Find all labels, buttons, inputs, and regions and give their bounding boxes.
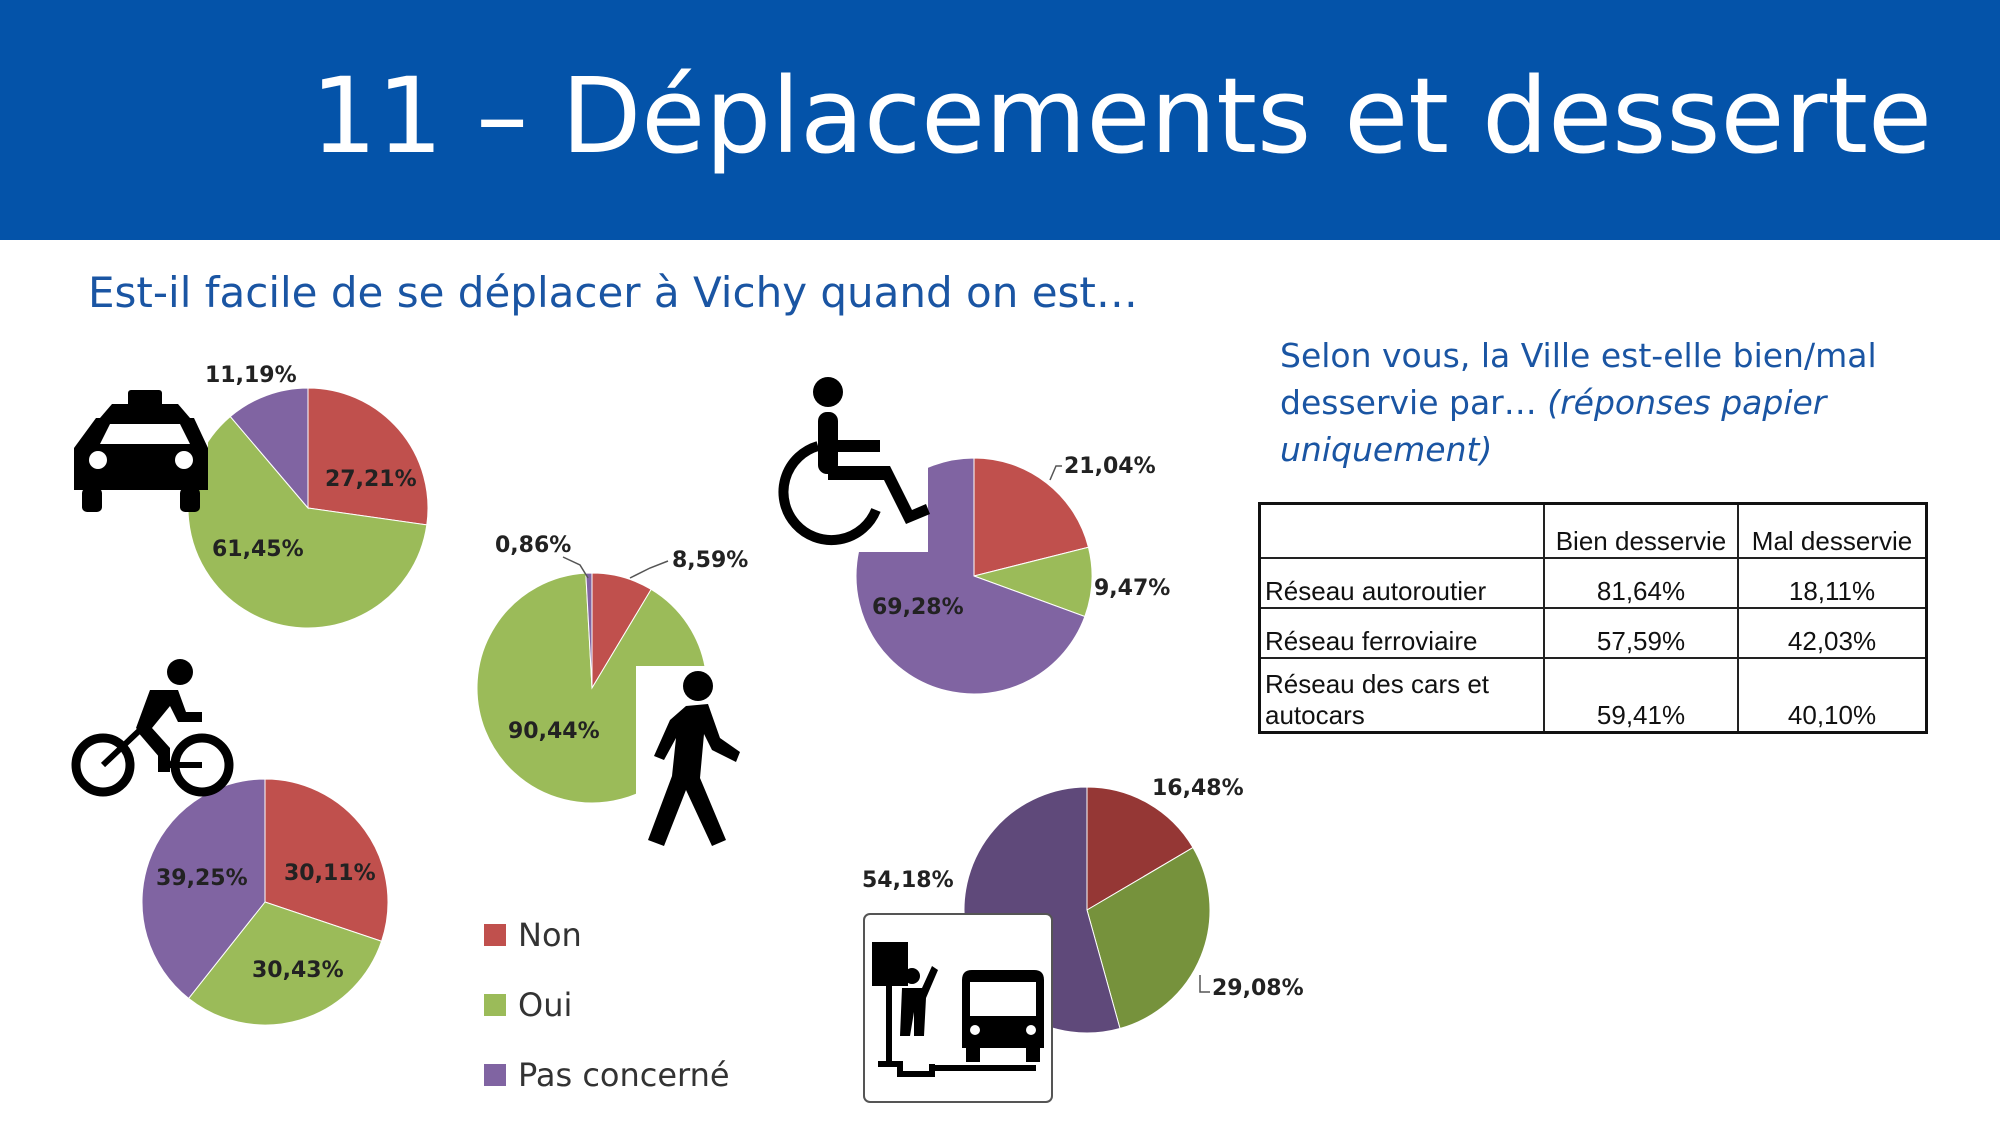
page-title: 11 – Déplacements et desserte	[310, 55, 1932, 177]
bicycle-icon	[71, 659, 234, 797]
row-label: Réseau autoroutier	[1258, 557, 1545, 609]
label-wheel-oui: 9,47%	[1094, 576, 1170, 601]
row-bien: 57,59%	[1543, 607, 1739, 659]
question-italic: (réponses papier uniquement)	[1280, 383, 1827, 469]
label-walk-oui: 90,44%	[508, 719, 600, 744]
row-mal: 42,03%	[1737, 607, 1928, 659]
pie-bicycle: 30,11% 30,43% 39,25%	[141, 778, 389, 1026]
legend: Non Oui Pas concerné	[484, 900, 730, 1110]
pie-slice-pas-concerne	[141, 778, 266, 1000]
legend-item-pas-concerne: Pas concerné	[484, 1040, 730, 1110]
row-label: Réseau des cars et autocars	[1258, 657, 1545, 733]
legend-label-oui: Oui	[518, 986, 573, 1024]
pie-slice-non	[264, 778, 389, 942]
label-bus-oui: 29,08%	[1212, 976, 1304, 1001]
label-wheel-non: 21,04%	[1064, 454, 1156, 479]
header-banner: 11 – Déplacements et desserte	[0, 0, 2000, 240]
question-main: Selon vous, la Ville est-elle bien/mal d…	[1280, 336, 1877, 422]
row-mal: 18,11%	[1737, 557, 1928, 609]
label-bike-pas: 39,25%	[156, 866, 248, 891]
pie-taxi: 27,21% 61,45% 11,19%	[187, 363, 429, 629]
pie-slice-non	[973, 457, 1090, 577]
wheelchair-icon	[776, 372, 930, 552]
pie-slice-oui	[1086, 846, 1211, 1030]
table-question: Selon vous, la Ville est-elle bien/mal d…	[1280, 332, 1920, 473]
pie-slice-non	[1086, 786, 1194, 911]
pie-slice-pas-concerne	[229, 387, 309, 510]
legend-label-pas-concerne: Pas concerné	[518, 1056, 730, 1094]
label-wheel-pas: 69,28%	[872, 595, 964, 620]
table-header-mal: Mal desservie	[1737, 502, 1928, 559]
label-walk-non: 8,59%	[672, 548, 748, 573]
table-header-empty	[1258, 502, 1545, 559]
legend-item-oui: Oui	[484, 970, 730, 1040]
bus-stop-icon	[863, 913, 1053, 1103]
table-row: Réseau ferroviaire 57,59% 42,03%	[1258, 607, 1928, 659]
legend-swatch-non	[484, 924, 506, 946]
row-label: Réseau ferroviaire	[1258, 607, 1545, 659]
desserte-table: Bien desservie Mal desservie Réseau auto…	[1258, 502, 1928, 734]
subtitle: Est-il facile de se déplacer à Vichy qua…	[88, 268, 1138, 317]
row-mal: 40,10%	[1737, 657, 1928, 733]
legend-swatch-oui	[484, 994, 506, 1016]
table-header-row: Bien desservie Mal desservie	[1258, 502, 1928, 559]
pie-slice-non	[307, 387, 429, 526]
label-taxi-oui: 61,45%	[212, 537, 304, 562]
table-row: Réseau autoroutier 81,64% 18,11%	[1258, 557, 1928, 609]
legend-label-non: Non	[518, 916, 582, 954]
taxi-icon	[74, 390, 208, 512]
label-bike-non: 30,11%	[284, 861, 376, 886]
table-row: Réseau des cars et autocars 59,41% 40,10…	[1258, 657, 1928, 733]
pie-bus: 16,48% 29,08% 54,18%	[862, 776, 1304, 1034]
legend-swatch-pas-concerne	[484, 1064, 506, 1086]
label-bus-non: 16,48%	[1152, 776, 1244, 801]
label-bike-oui: 30,43%	[252, 958, 344, 983]
label-bus-pas: 54,18%	[862, 868, 954, 893]
pie-slice-oui	[187, 901, 383, 1026]
label-walk-pas: 0,86%	[495, 533, 571, 558]
legend-item-non: Non	[484, 900, 730, 970]
row-bien: 59,41%	[1543, 657, 1739, 733]
row-bien: 81,64%	[1543, 557, 1739, 609]
label-taxi-pas: 11,19%	[205, 363, 297, 388]
pedestrian-icon	[636, 666, 752, 856]
table-header-bien: Bien desservie	[1543, 502, 1739, 559]
label-taxi-non: 27,21%	[325, 467, 417, 492]
